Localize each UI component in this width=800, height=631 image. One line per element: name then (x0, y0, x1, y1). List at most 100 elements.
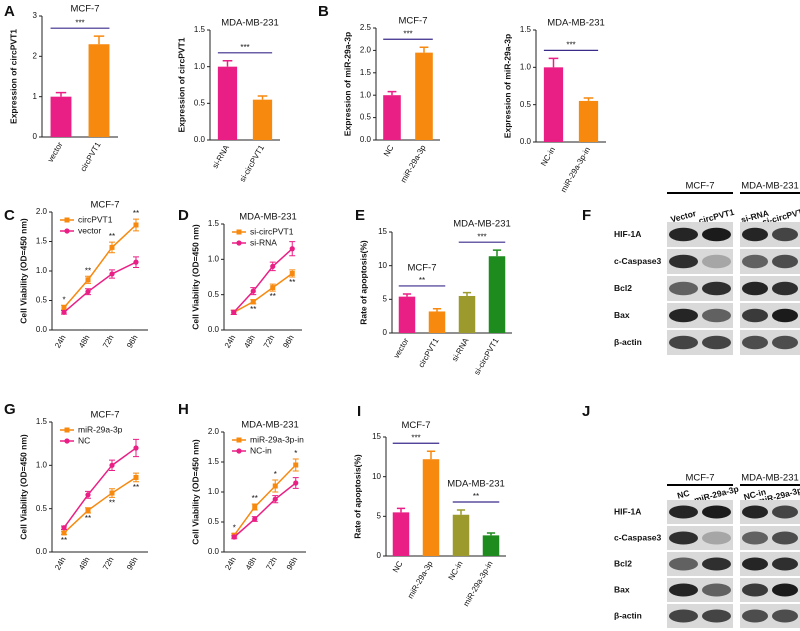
series-line (233, 272, 293, 313)
y-tick-label: 1.5 (520, 25, 532, 34)
point (61, 525, 67, 531)
blot-group: MDA-MB-231 (741, 473, 799, 484)
x-tick-label: vector (46, 140, 65, 164)
point (85, 289, 91, 295)
point (250, 288, 256, 294)
y-tick-label: 0.5 (520, 100, 532, 109)
blot-band (772, 227, 798, 242)
blot-band (742, 583, 768, 597)
y-axis-label: Cell Viability (OD=450 nm) (190, 439, 200, 545)
error-bar (222, 60, 233, 67)
y-tick-label: 1.0 (208, 254, 220, 263)
blot-group: MCF-7 (685, 181, 714, 192)
significance-label: * (274, 470, 277, 479)
point (252, 504, 258, 510)
significance-label: *** (411, 433, 420, 442)
y-tick-label: 2.5 (360, 23, 372, 32)
point (289, 246, 295, 252)
x-tick-label: 24h (223, 334, 237, 350)
x-tick-label: NC-in (539, 146, 557, 168)
significance-label: ** (289, 278, 295, 287)
legend-label: vector (78, 225, 101, 235)
panel-letter: C (4, 207, 15, 224)
point (85, 507, 91, 513)
significance-label: ** (270, 292, 276, 301)
legend-label: NC-in (250, 445, 272, 455)
y-tick-label: 0.5 (360, 113, 372, 122)
legend-marker (64, 217, 70, 223)
bar (398, 296, 416, 333)
blot-band (772, 531, 798, 545)
point (272, 496, 278, 502)
legend-label: si-RNA (250, 237, 277, 247)
error-bar (462, 291, 472, 296)
bar (50, 96, 72, 137)
point (250, 299, 256, 305)
point (270, 263, 276, 269)
y-tick-label: 1.5 (194, 25, 206, 34)
lane-label: Vector (669, 208, 697, 225)
x-tick-label: circPVT1 (79, 140, 103, 173)
bar (383, 95, 401, 140)
point (252, 516, 258, 522)
x-tick-label: 48h (77, 556, 91, 572)
point (61, 305, 67, 311)
legend-marker (236, 229, 242, 235)
series-line (233, 248, 293, 313)
y-tick-label: 2 (33, 51, 38, 60)
blot-band (702, 557, 731, 571)
panel-letter: E (355, 207, 365, 224)
y-tick-label: 0.0 (36, 325, 48, 334)
y-tick-label: 0.0 (360, 135, 372, 144)
point (109, 271, 115, 277)
blot-band (702, 335, 731, 350)
significance-label: *** (240, 43, 249, 52)
error-bar (583, 97, 594, 101)
point (133, 474, 139, 480)
y-tick-label: 1.0 (208, 487, 220, 496)
point (133, 445, 139, 451)
blot-band (772, 557, 798, 571)
y-tick-label: 1.0 (360, 90, 372, 99)
y-tick-label: 10 (378, 261, 387, 270)
y-tick-label: 1.0 (36, 460, 48, 469)
panel-letter: I (357, 403, 361, 420)
point (293, 480, 299, 486)
bar (217, 66, 238, 140)
legend-marker (64, 438, 70, 444)
blot-band (742, 609, 768, 623)
bar (392, 512, 410, 556)
y-tick-label: 0.5 (208, 290, 220, 299)
bar (422, 459, 440, 556)
chart-title: MCF-7 (398, 16, 427, 27)
error-bar (402, 293, 412, 297)
significance-label: ** (473, 492, 479, 501)
y-tick-label: 1.5 (36, 417, 48, 426)
blot-band (772, 254, 798, 269)
x-tick-label: 96h (281, 334, 295, 350)
error-bar (548, 57, 559, 68)
bar (578, 100, 599, 142)
error-bar (55, 91, 67, 97)
y-tick-label: 0.0 (208, 325, 220, 334)
y-tick-label: 1.5 (36, 237, 48, 246)
chart-title: MDA-MB-231 (221, 18, 279, 29)
y-tick-label: 1.5 (360, 68, 372, 77)
point (109, 244, 115, 250)
y-tick-label: 0.0 (520, 137, 532, 146)
error-bar (419, 46, 429, 53)
x-tick-label: 96h (125, 556, 139, 572)
x-tick-label: miR-29a-3p (406, 559, 435, 600)
blot-band (742, 531, 768, 545)
series-line (233, 482, 297, 538)
legend-label: circPVT1 (78, 214, 113, 224)
blot-band (772, 308, 798, 323)
bar (415, 52, 433, 140)
significance-label: ** (61, 536, 67, 545)
error-bar (387, 90, 397, 96)
y-axis-label: Expression of circPVT1 (176, 37, 186, 132)
y-tick-label: 2.0 (208, 427, 220, 436)
blot-band (669, 531, 698, 545)
row-label: Bax (614, 584, 630, 594)
legend-label: miR-29a-3p (78, 424, 123, 434)
